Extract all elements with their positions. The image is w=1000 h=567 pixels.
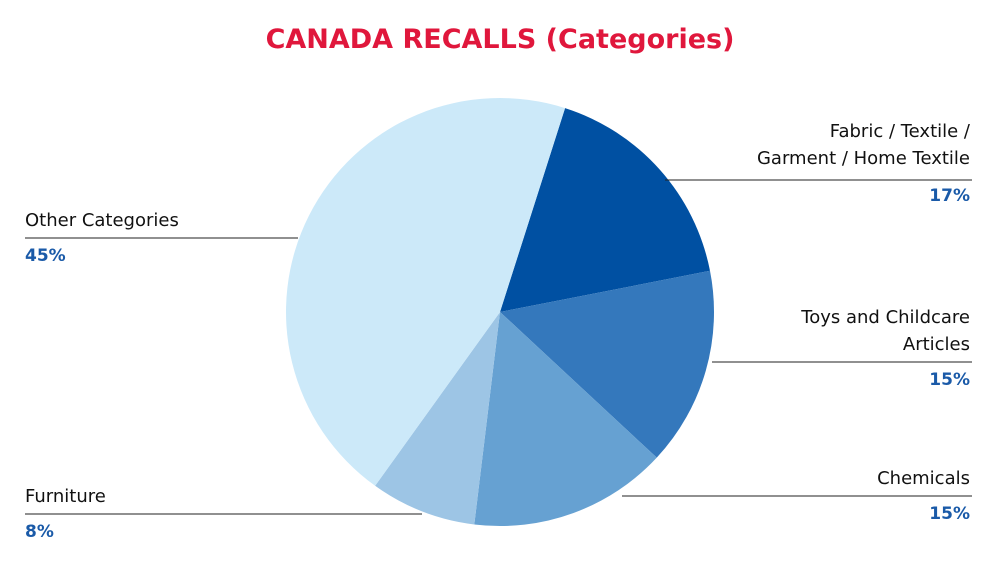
slice-label: Chemicals [877,468,970,489]
slice-label: Furniture [25,486,106,507]
value-label: 8% [25,522,54,542]
slice-label: Toys and Childcare Articles [801,307,970,355]
slice-label: Other Categories [25,210,179,231]
value-label: 15% [929,370,970,390]
pie-slice [474,312,657,526]
chart-title: CANADA RECALLS (Categories) [265,24,735,55]
pie-slice [500,108,710,313]
slice-label: Fabric / Textile / Garment / Home Textil… [756,121,970,169]
pie-slice [286,98,566,486]
value-label: 45% [25,246,66,266]
pie-slice [500,270,714,458]
value-label: 15% [929,504,970,524]
pie-slice [375,312,500,525]
value-label: 17% [929,186,970,206]
